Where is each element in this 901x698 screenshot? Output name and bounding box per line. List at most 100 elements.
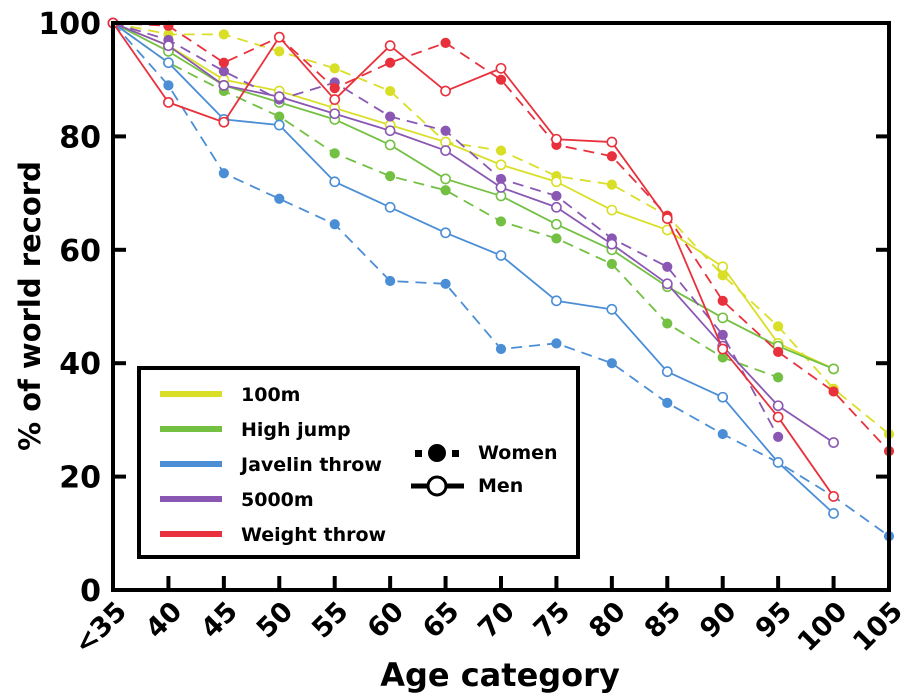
data-point-weight-throw-women	[386, 58, 395, 67]
x-tick-label: 40	[140, 596, 188, 644]
data-point-weight-throw-women	[330, 84, 339, 93]
data-point-high-jump-women	[330, 149, 339, 158]
data-point-100m-women	[607, 180, 616, 189]
women-marker-dash-left	[415, 450, 422, 457]
data-point-100m-women	[275, 47, 284, 56]
data-point-weight-throw-women	[607, 152, 616, 161]
data-point-high-jump-men	[829, 364, 838, 373]
data-point-5000m-women	[774, 432, 783, 441]
legend-label: High jump	[241, 419, 351, 441]
data-point-high-jump-women	[496, 217, 505, 226]
data-point-weight-throw-men	[219, 118, 228, 127]
data-point-100m-men	[552, 177, 561, 186]
data-point-javelin-throw-men	[663, 367, 672, 376]
data-point-high-jump-men	[552, 220, 561, 229]
data-point-high-jump-women	[386, 171, 395, 180]
x-tick-label: 50	[251, 596, 299, 644]
data-point-5000m-women	[552, 191, 561, 200]
data-point-high-jump-women	[607, 259, 616, 268]
x-tick-label: 95	[750, 596, 798, 644]
series-high-jump-men	[108, 18, 838, 373]
data-point-100m-women	[774, 322, 783, 331]
data-point-high-jump-women	[663, 319, 672, 328]
y-tick-label: 40	[59, 347, 101, 382]
data-point-weight-throw-men	[607, 137, 616, 146]
data-point-100m-men	[607, 206, 616, 215]
data-point-javelin-throw-men	[441, 228, 450, 237]
data-point-high-jump-women	[552, 234, 561, 243]
legend-label: Javelin throw	[239, 454, 382, 476]
data-point-javelin-throw-men	[718, 393, 727, 402]
data-point-javelin-throw-women	[607, 359, 616, 368]
data-point-weight-throw-men	[330, 95, 339, 104]
data-point-javelin-throw-men	[386, 203, 395, 212]
data-point-javelin-throw-women	[718, 429, 727, 438]
data-point-weight-throw-men	[552, 135, 561, 144]
data-point-5000m-men	[663, 279, 672, 288]
x-tick-label: 55	[306, 596, 354, 644]
data-point-javelin-throw-men	[496, 251, 505, 260]
legend: 100mHigh jumpJavelin throw5000mWeight th…	[139, 368, 578, 557]
data-point-5000m-men	[386, 126, 395, 135]
data-point-5000m-women	[663, 262, 672, 271]
y-axis-title: % of world record	[13, 161, 47, 451]
series-high-jump-women	[108, 18, 782, 382]
data-point-100m-women	[496, 146, 505, 155]
data-point-javelin-throw-women	[552, 339, 561, 348]
women-marker-dash-right	[452, 450, 459, 457]
y-tick-label: 20	[59, 461, 101, 496]
data-point-100m-women	[219, 30, 228, 39]
data-point-5000m-women	[386, 112, 395, 121]
legend-women-label: Women	[478, 442, 558, 464]
data-point-javelin-throw-men	[164, 58, 173, 67]
data-point-5000m-men	[552, 203, 561, 212]
y-tick-label: 80	[59, 120, 101, 155]
x-tick-label: 80	[583, 596, 631, 644]
data-point-weight-throw-women	[219, 58, 228, 67]
data-point-weight-throw-men	[441, 86, 450, 95]
data-point-javelin-throw-women	[330, 220, 339, 229]
data-point-high-jump-women	[441, 186, 450, 195]
data-point-weight-throw-men	[663, 214, 672, 223]
data-point-5000m-women	[441, 126, 450, 135]
data-point-javelin-throw-women	[164, 81, 173, 90]
data-point-5000m-women	[219, 67, 228, 76]
data-point-high-jump-men	[386, 140, 395, 149]
data-point-5000m-men	[275, 92, 284, 101]
data-point-weight-throw-women	[496, 75, 505, 84]
data-point-javelin-throw-men	[774, 458, 783, 467]
data-point-5000m-men	[829, 438, 838, 447]
legend-label: Weight throw	[241, 524, 386, 546]
data-point-high-jump-women	[774, 373, 783, 382]
data-point-weight-throw-men	[774, 412, 783, 421]
legend-men-label: Men	[478, 475, 523, 497]
data-point-weight-throw-women	[774, 347, 783, 356]
data-point-weight-throw-women	[829, 387, 838, 396]
data-point-5000m-men	[774, 401, 783, 410]
data-point-javelin-throw-women	[441, 279, 450, 288]
x-axis-title: Age category	[380, 656, 620, 694]
data-point-5000m-men	[330, 109, 339, 118]
data-point-javelin-throw-men	[275, 120, 284, 129]
data-point-100m-men	[496, 160, 505, 169]
data-point-weight-throw-men	[164, 98, 173, 107]
data-point-5000m-men	[164, 41, 173, 50]
x-tick-label: 65	[417, 596, 465, 644]
data-point-javelin-throw-men	[607, 305, 616, 314]
data-point-high-jump-men	[718, 313, 727, 322]
data-point-weight-throw-men	[496, 64, 505, 73]
data-point-100m-men	[718, 262, 727, 271]
x-tick-label: 100	[792, 596, 854, 658]
data-point-javelin-throw-men	[330, 177, 339, 186]
data-point-5000m-men	[607, 240, 616, 249]
data-point-javelin-throw-women	[386, 276, 395, 285]
data-point-javelin-throw-women	[275, 194, 284, 203]
y-tick-label: 60	[59, 234, 101, 269]
data-point-high-jump-men	[441, 174, 450, 183]
data-point-javelin-throw-women	[496, 344, 505, 353]
legend-label: 5000m	[241, 489, 314, 511]
x-tick-label: 85	[639, 596, 687, 644]
data-point-weight-throw-men	[829, 492, 838, 501]
legend-women-entry: Women	[415, 442, 558, 464]
men-marker-icon	[428, 477, 446, 495]
